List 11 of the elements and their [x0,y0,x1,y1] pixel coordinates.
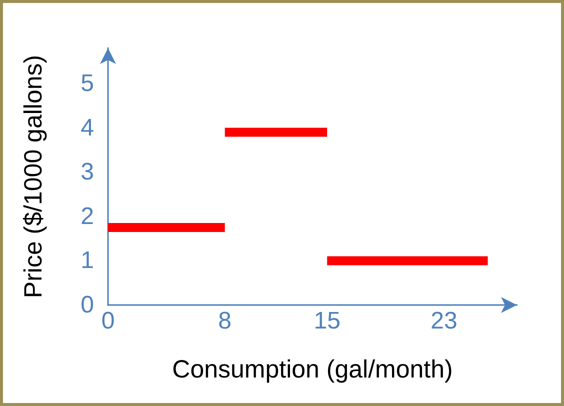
x-axis-title: Consumption (gal/month) [172,356,453,384]
x-tick-label: 23 [430,308,458,334]
y-tick-label: 5 [80,70,94,97]
y-tick-label: 1 [80,247,94,274]
x-tick-label: 8 [218,308,232,334]
y-tick-label: 3 [80,158,94,186]
x-tick-label: 15 [314,308,340,334]
x-tick-label: 0 [101,308,115,334]
y-tick-label: 4 [80,114,94,142]
y-tick-label: 2 [80,202,94,230]
y-axis-title: Price ($/1000 gallons) [20,54,48,298]
